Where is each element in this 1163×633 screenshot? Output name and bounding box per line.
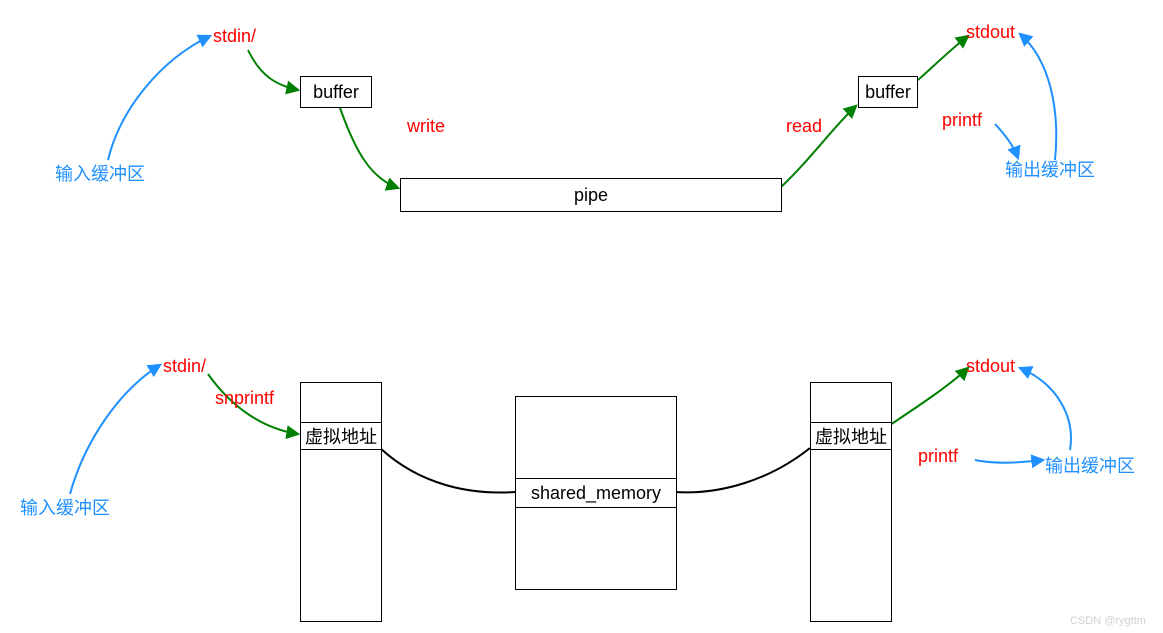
label-top_stdout: stdout [966,22,1015,43]
arrow-top-blue-in [108,36,210,160]
arrow-bot-green-stdout [890,368,968,425]
label-bot_stdout: stdout [966,356,1015,377]
box-bot_right_va-text: 虚拟地址 [815,423,887,449]
label-bot_stdin: stdin/ [163,356,206,377]
box-top_pipe-text: pipe [574,185,608,206]
arrow-top-green-stdout [918,36,968,80]
label-top_output_buf: 输出缓冲区 [1005,156,1095,182]
label-top_read: read [786,116,822,137]
arrow-bot-blue-in [70,365,160,494]
label-bot_output_buf: 输出缓冲区 [1045,452,1135,478]
arrow-bot-blue-stdout [1020,368,1071,450]
arrow-bot-black-left [380,448,515,492]
box-bot_mid_shm-text: shared_memory [531,483,661,504]
box-bot_right_outer [810,382,892,622]
box-top_buffer_right-text: buffer [865,82,911,103]
arrow-top-green-write [340,108,398,188]
box-top_pipe: pipe [400,178,782,212]
label-top_printf: printf [942,110,982,131]
label-bot_snprintf: snprintf [215,388,274,409]
arrow-bot-blue-printf [975,460,1043,463]
label-bot_input_buf: 输入缓冲区 [20,494,110,520]
box-top_buffer_left: buffer [300,76,372,108]
box-bot_left_va: 虚拟地址 [300,422,382,450]
arrow-top-green-stdin [248,50,298,90]
box-bot_left_outer [300,382,382,622]
arrow-bot-black-right [675,448,810,492]
box-top_buffer_left-text: buffer [313,82,359,103]
label-top_write: write [407,116,445,137]
box-top_buffer_right: buffer [858,76,918,108]
box-bot_right_va: 虚拟地址 [810,422,892,450]
watermark: CSDN @rygttm [1070,615,1146,627]
label-top_stdin: stdin/ [213,26,256,47]
arrow-top-blue-printf [995,124,1018,158]
label-bot_printf: printf [918,446,958,467]
box-bot_mid_shm: shared_memory [515,478,677,508]
arrow-top-blue-stdout [1020,34,1056,160]
box-bot_left_va-text: 虚拟地址 [305,423,377,449]
label-top_input_buf: 输入缓冲区 [55,160,145,186]
